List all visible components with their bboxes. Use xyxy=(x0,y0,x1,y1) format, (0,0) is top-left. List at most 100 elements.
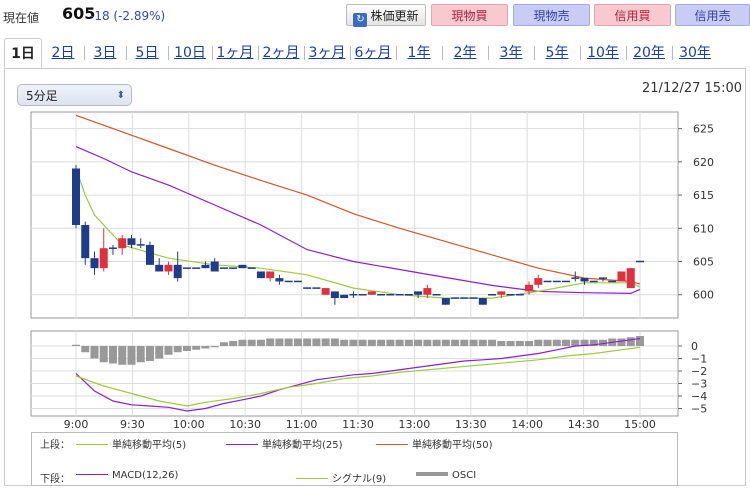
tab-13[interactable]: 10年 xyxy=(580,38,626,68)
price-tick-label: 610 xyxy=(693,222,714,235)
tab-label: 3ヶ月 xyxy=(308,45,346,61)
legend-sma50: 単純移動平均(50) xyxy=(376,436,493,451)
candle-body xyxy=(497,291,506,295)
cash-buy-button[interactable]: 現物買 xyxy=(431,4,508,26)
tab-label: 2年 xyxy=(453,45,477,61)
candle-body xyxy=(478,298,487,305)
osci-bar xyxy=(488,339,497,346)
osci-bar xyxy=(367,339,376,346)
osci-bar xyxy=(210,346,219,348)
chart-legend: 上段： 単純移動平均(5) 単純移動平均(25) 単純移動平均(50) 下段： … xyxy=(31,432,678,486)
candle-body xyxy=(340,294,349,299)
refresh-label: 株価更新 xyxy=(370,9,419,23)
osci-bar xyxy=(432,339,441,346)
tab-label: 6ヶ月 xyxy=(354,45,392,61)
tab-6[interactable]: 2ヶ月 xyxy=(258,38,304,68)
tab-1[interactable]: 2日 xyxy=(42,38,84,68)
candle-body xyxy=(238,264,247,269)
osci-bar xyxy=(229,341,238,346)
osci-bar xyxy=(90,346,99,359)
candle-body xyxy=(626,268,635,289)
tab-0[interactable]: 1日 xyxy=(4,38,42,68)
osci-bar xyxy=(201,346,210,349)
tab-5[interactable]: 1ヶ月 xyxy=(212,38,258,68)
sma5-swatch xyxy=(76,444,108,445)
osci-bar xyxy=(497,341,506,346)
legend-sma5-text: 単純移動平均(5) xyxy=(112,440,187,451)
osci-bar xyxy=(99,346,108,363)
osci-bar xyxy=(238,339,247,346)
osci-bar xyxy=(266,338,275,346)
tab-separator xyxy=(442,46,443,60)
x-tick-label: 13:00 xyxy=(399,418,431,431)
osci-bar xyxy=(404,339,413,346)
price-change: -18 (-2.89%) xyxy=(90,9,166,23)
osci-bar xyxy=(349,339,358,346)
osci-bar xyxy=(469,339,478,346)
tab-7[interactable]: 3ヶ月 xyxy=(304,38,350,68)
tab-2[interactable]: 3日 xyxy=(84,38,126,68)
osci-bar xyxy=(451,339,460,346)
tab-separator xyxy=(168,46,169,60)
x-tick-label: 11:30 xyxy=(342,418,374,431)
interval-select[interactable]: 5分足 ⬍ xyxy=(17,84,132,106)
tab-label: 2日 xyxy=(51,45,75,61)
osci-bar xyxy=(414,339,423,346)
osci-bar xyxy=(534,339,543,346)
osci-bar xyxy=(127,346,136,365)
macd-tick-label: 0 xyxy=(691,340,698,353)
osci-bar xyxy=(164,346,173,355)
candle-body xyxy=(256,271,265,279)
x-tick-label: 15:00 xyxy=(624,418,656,431)
tab-4[interactable]: 10日 xyxy=(168,38,212,68)
candle-body xyxy=(210,261,219,272)
osci-bar xyxy=(321,338,330,346)
refresh-price-button[interactable]: ↻ 株価更新 xyxy=(346,4,426,27)
tab-label: 10日 xyxy=(174,45,206,61)
candle-body xyxy=(617,271,626,282)
osci-bar xyxy=(312,338,321,346)
tab-8[interactable]: 6ヶ月 xyxy=(350,38,396,68)
tab-separator xyxy=(488,46,489,60)
tab-3[interactable]: 5日 xyxy=(126,38,168,68)
osci-bar xyxy=(580,339,589,346)
candle-body xyxy=(321,288,330,295)
candle-body xyxy=(423,288,432,295)
tab-11[interactable]: 3年 xyxy=(488,38,534,68)
tab-15[interactable]: 30年 xyxy=(672,38,718,68)
x-tick-label: 13:30 xyxy=(455,418,487,431)
tab-9[interactable]: 1年 xyxy=(396,38,442,68)
candle-body xyxy=(266,271,275,279)
legend-osci: OSCI xyxy=(416,470,476,481)
macd-tick-label: −4 xyxy=(691,390,707,403)
osci-bar xyxy=(543,339,552,346)
legend-sma25: 単純移動平均(25) xyxy=(226,436,343,451)
tab-label: 1日 xyxy=(11,46,35,62)
cash-sell-button[interactable]: 現物売 xyxy=(513,4,590,26)
price-tick-label: 625 xyxy=(693,123,714,136)
macd-tick-label: −1 xyxy=(691,353,707,366)
tab-12[interactable]: 5年 xyxy=(534,38,580,68)
osci-bar xyxy=(386,339,395,346)
osci-bar xyxy=(423,339,432,346)
x-tick-label: 10:00 xyxy=(173,418,205,431)
osci-bar xyxy=(284,338,293,346)
osci-bar xyxy=(81,346,90,353)
osci-bar xyxy=(303,338,312,346)
margin-buy-button[interactable]: 信用買 xyxy=(594,4,671,26)
margin-sell-button[interactable]: 信用売 xyxy=(675,4,750,26)
candle-body xyxy=(118,238,127,249)
osci-bar xyxy=(589,339,598,346)
tab-14[interactable]: 20年 xyxy=(626,38,672,68)
candle-body xyxy=(580,278,589,282)
candle-body xyxy=(201,264,210,269)
osci-bar xyxy=(256,339,265,346)
sma50-swatch xyxy=(376,444,408,445)
header-bar: 現在値 605 -18 (-2.89%) ↻ 株価更新 現物買 現物売 信用買 信… xyxy=(0,0,750,34)
sma25-swatch xyxy=(226,444,258,445)
osci-bar xyxy=(247,339,256,346)
osci-bar xyxy=(515,341,524,346)
osci-bar xyxy=(525,341,534,346)
tab-10[interactable]: 2年 xyxy=(442,38,488,68)
